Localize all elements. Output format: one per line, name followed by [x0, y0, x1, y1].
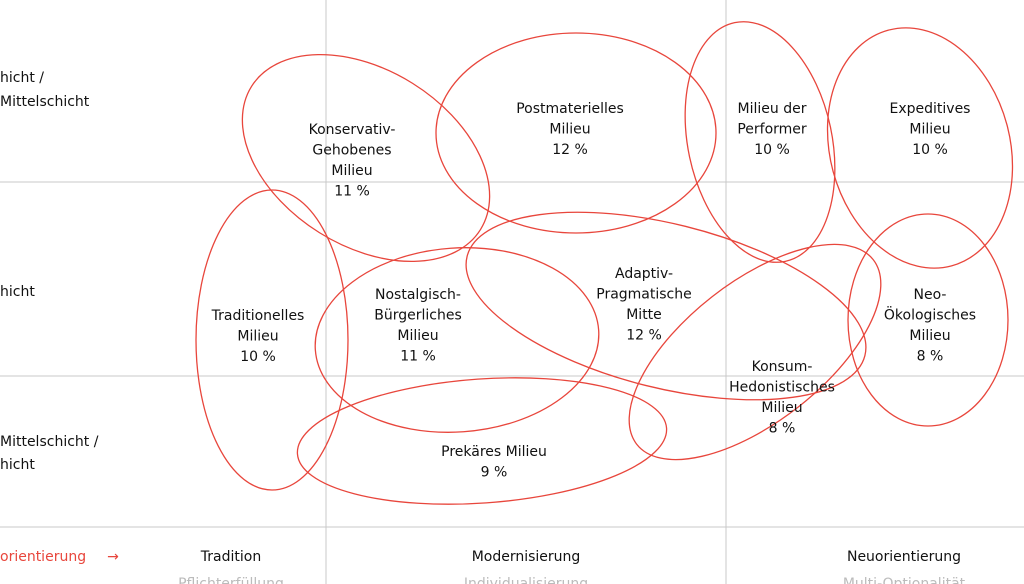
milieu-label: Milieu — [331, 163, 372, 179]
milieu-share: 9 % — [481, 465, 508, 481]
milieu-shape — [195, 189, 349, 491]
axis-sublabel: Individualisierung — [464, 576, 588, 584]
milieu-shape — [847, 213, 1009, 427]
milieu-share: 12 % — [552, 142, 588, 158]
milieu-share: 10 % — [754, 142, 790, 158]
milieu-label: Milieu — [909, 122, 950, 138]
milieu-label: Milieu — [761, 400, 802, 416]
milieu-shape — [296, 377, 668, 505]
milieu-share: 11 % — [334, 184, 370, 200]
axis-value: Neuorientierung — [847, 549, 961, 565]
milieu-label: Expeditives — [890, 101, 971, 117]
milieu-label: Mitte — [626, 307, 662, 323]
milieu-label: Pragmatische — [596, 287, 692, 303]
milieu-share: 8 % — [917, 349, 944, 365]
milieu-label: Gehobenes — [312, 143, 391, 159]
axis-arrow: → — [107, 549, 119, 565]
milieu-shape — [241, 53, 491, 263]
milieu-shape — [435, 32, 717, 234]
milieu-label: Milieu — [237, 329, 278, 345]
row-label: Mittelschicht / — [0, 434, 99, 450]
milieu-label: Milieu der — [738, 101, 807, 117]
axis-value: Tradition — [200, 549, 261, 565]
row-label: hicht — [0, 284, 35, 300]
axis-value: Modernisierung — [472, 549, 581, 565]
milieu-label: Bürgerliches — [374, 308, 462, 324]
milieu-label: Konservativ- — [309, 122, 396, 138]
axis-label: orientierung — [0, 549, 86, 565]
milieu-label: Traditionelles — [211, 308, 305, 324]
milieu-share: 10 % — [912, 142, 948, 158]
milieu-share: 11 % — [400, 349, 436, 365]
milieu-share: 12 % — [626, 328, 662, 344]
milieu-label: Nostalgisch- — [375, 287, 461, 303]
labels: hicht / Mittelschicht hicht Mittelschicht /… — [0, 70, 976, 584]
milieu-label: Milieu — [549, 122, 590, 138]
milieu-shape — [684, 21, 836, 263]
axis-sublabel: Multi-Optionalität — [843, 576, 966, 584]
milieu-shape — [465, 211, 867, 401]
row-label: Mittelschicht — [0, 94, 90, 110]
row-label: hicht — [0, 457, 35, 473]
milieu-label: Konsum- — [752, 359, 813, 375]
milieu-label: Milieu — [397, 328, 438, 344]
milieu-label: Adaptiv- — [615, 266, 673, 282]
milieu-share: 8 % — [769, 421, 796, 437]
milieu-label: Ökologisches — [884, 306, 976, 324]
row-label: hicht / — [0, 70, 44, 86]
milieu-share: 10 % — [240, 349, 276, 365]
milieu-label: Postmaterielles — [516, 101, 624, 117]
axis-sublabel: Pflichterfüllung — [178, 576, 284, 584]
milieu-shape — [314, 247, 600, 433]
milieu-shape — [826, 27, 1014, 269]
milieu-label: Performer — [737, 122, 807, 138]
milieu-label: Neo- — [914, 287, 947, 303]
milieu-shape — [628, 243, 882, 461]
milieu-label: Prekäres Milieu — [441, 444, 547, 460]
milieu-shapes — [195, 21, 1014, 505]
milieu-label: Hedonistisches — [729, 380, 835, 396]
milieu-label: Milieu — [909, 328, 950, 344]
